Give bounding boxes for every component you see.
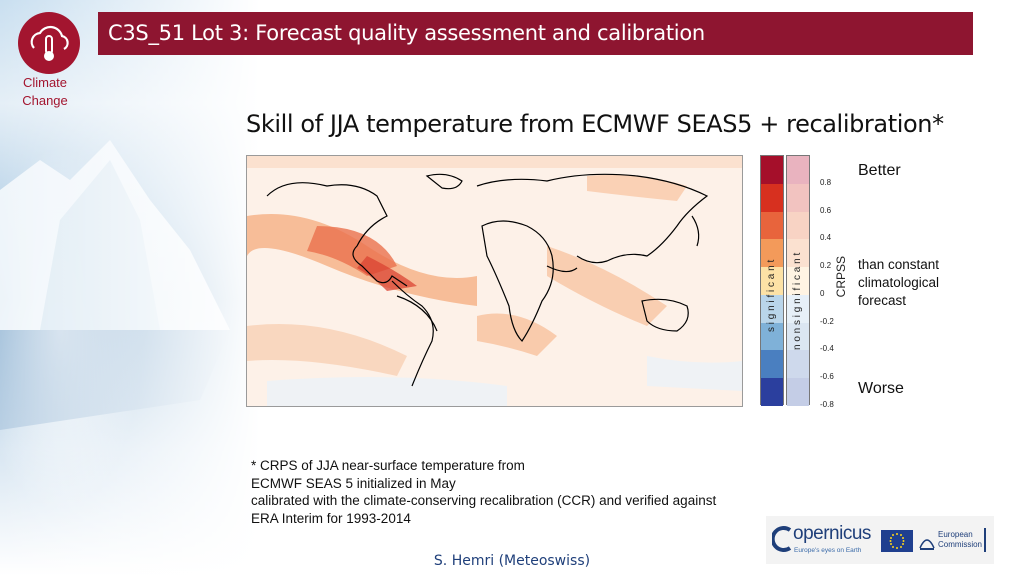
eu-text-line: Commission [938, 540, 983, 549]
slide-title: C3S_51 Lot 3: Forecast quality assessmen… [108, 21, 705, 45]
logo-caption-line: Climate [22, 75, 68, 90]
significant-color-cell [761, 322, 783, 351]
colorbar-tick-label: 0.8 [820, 177, 832, 187]
copernicus-tagline: Europe's eyes on Earth [794, 547, 862, 554]
significant-color-cell [761, 156, 783, 184]
author-credit: S. Hemri (Meteoswiss) [433, 553, 591, 569]
copernicus-logo-text: opernicus [793, 523, 871, 544]
significant-color-cell [761, 350, 783, 379]
reference-note: than constant climatological forecast [858, 256, 968, 310]
colorbar-tick-label: -0.8 [820, 400, 834, 409]
slide-heading: Skill of JJA temperature from ECMWF SEAS… [246, 110, 944, 138]
colorbar-ticks: 0.8 0.6 0.4 0.2 0 -0.2 -0.4 -0.6 -0.8 [820, 155, 850, 409]
background-fade [0, 0, 260, 576]
significant-colorbar [760, 155, 784, 406]
colorbar-tick-label: 0.6 [820, 205, 832, 215]
european-commission-text: European Commission [938, 530, 982, 550]
non-significant-color-cell [787, 294, 809, 323]
significant-label: s i g n i f i c a n t [766, 259, 777, 332]
colorbar-axis-label: CRPSS [834, 256, 848, 298]
colorbar-tick-label: -0.2 [820, 316, 834, 326]
non-significant-color-cell [787, 156, 809, 184]
colorbar-tick-label: 0.4 [820, 233, 832, 243]
thermometer-cloud-icon [30, 25, 69, 61]
title-bar: C3S_51 Lot 3: Forecast quality assessmen… [98, 12, 973, 55]
better-label: Better [858, 162, 901, 179]
non-significant-color-cell [787, 267, 809, 295]
partner-logos: opernicus Europe's eyes on Earth Europea… [766, 516, 994, 564]
colorbar-tick-label: -0.6 [820, 372, 834, 382]
significant-color-cell [761, 267, 783, 295]
non-significant-color-cell [787, 183, 809, 212]
worse-label: Worse [858, 380, 904, 397]
footnote: * CRPS of JJA near-surface temperature f… [251, 457, 716, 527]
climate-change-logo [18, 12, 80, 74]
copernicus-c-icon [772, 526, 792, 552]
significant-color-cell [761, 294, 783, 323]
non-significant-color-cell [787, 211, 809, 240]
non-significant-color-cell [787, 322, 809, 351]
european-commission-icon [919, 539, 935, 550]
non-significant-colorbar [786, 155, 810, 406]
footnote-line: ECMWF SEAS 5 initialized in May [251, 475, 456, 491]
significant-color-cell [761, 211, 783, 240]
footnote-line: * CRPS of JJA near-surface temperature f… [251, 458, 525, 473]
eu-flag-icon [881, 530, 913, 552]
footnote-line: ERA Interim for 1993-2014 [251, 510, 411, 526]
significant-color-cell [761, 183, 783, 212]
skill-map [246, 155, 743, 407]
logo-caption-line: Change [22, 93, 68, 108]
reference-note-line: forecast [858, 293, 907, 308]
non-significant-color-cell [787, 239, 809, 268]
eu-text-line: European [938, 530, 973, 539]
non-significant-color-cell [787, 350, 809, 379]
eu-divider [984, 528, 986, 552]
colorbar [760, 155, 810, 406]
significant-color-cell [761, 239, 783, 268]
non-significant-color-cell [787, 378, 809, 406]
footnote-line: calibrated with the climate-conserving r… [251, 493, 717, 508]
non-significant-label: n o n s i g n i f i c a n t [792, 252, 803, 350]
colorbar-tick-label: 0 [820, 288, 825, 298]
significant-color-cell [761, 378, 783, 406]
colorbar-tick-label: -0.4 [820, 344, 834, 354]
logo-caption: Climate Change [10, 74, 80, 110]
reference-note-line: climatological [858, 275, 940, 290]
world-map-figure [247, 156, 742, 406]
reference-note-line: than constant [858, 257, 940, 272]
colorbar-tick-label: 0.2 [820, 261, 832, 271]
